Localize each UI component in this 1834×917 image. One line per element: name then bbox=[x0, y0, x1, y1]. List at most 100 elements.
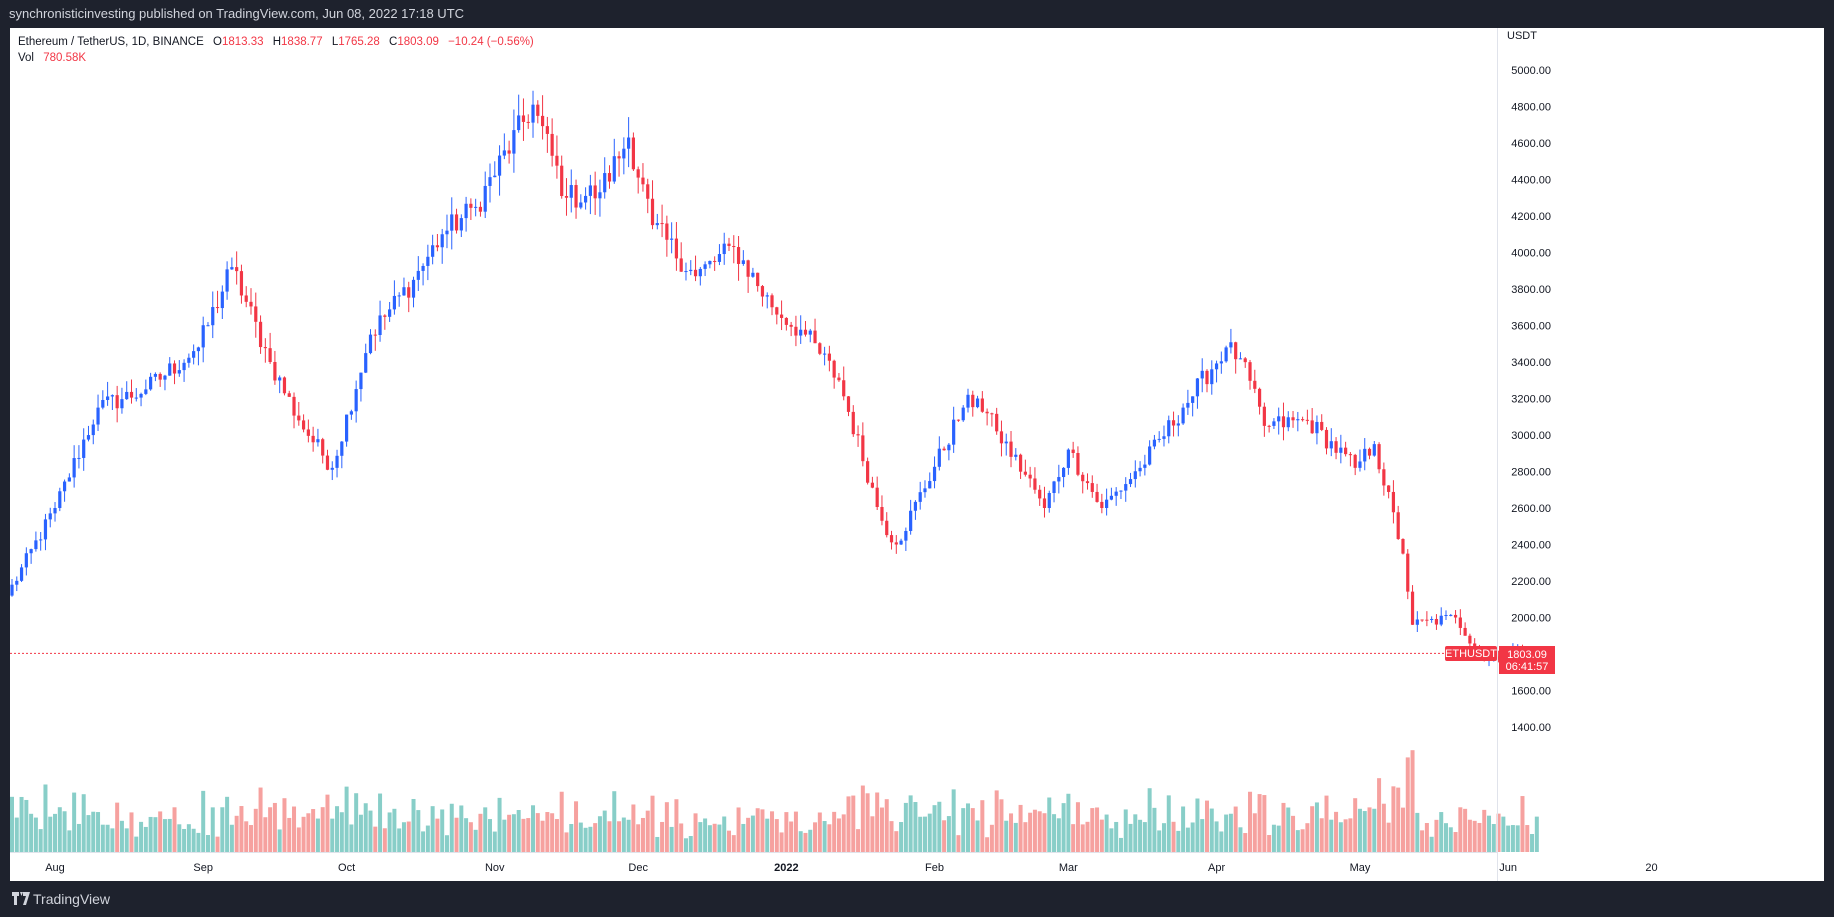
price-tick-label: 2400.00 bbox=[1511, 540, 1551, 552]
candle-body bbox=[388, 309, 392, 317]
candle-body bbox=[268, 348, 272, 362]
volume-bar bbox=[1377, 778, 1382, 852]
volume-bar bbox=[72, 792, 77, 852]
volume-bar bbox=[301, 816, 306, 852]
candle-body bbox=[364, 353, 368, 373]
volume-bar bbox=[430, 806, 435, 852]
candle-body bbox=[674, 238, 679, 259]
legend-symbol[interactable]: Ethereum / TetherUS, 1D, BINANCE bbox=[18, 36, 204, 48]
candle-body bbox=[182, 362, 186, 371]
legend-high-label: H bbox=[272, 36, 282, 48]
candle-body bbox=[239, 271, 244, 296]
volume-bar bbox=[1248, 791, 1253, 852]
candle-body bbox=[163, 375, 167, 380]
volume-bar bbox=[1429, 836, 1434, 852]
price-axis[interactable]: 5000.00 4800.00 4600.00 4400.00 4200.00 4000.… bbox=[1511, 65, 1551, 734]
candle-body bbox=[426, 256, 430, 266]
volume-bar bbox=[1424, 823, 1429, 852]
candle-body bbox=[574, 185, 578, 208]
volume-bar bbox=[76, 823, 81, 852]
volume-bar bbox=[1080, 824, 1085, 852]
volume-bar bbox=[1009, 813, 1014, 852]
volume-bar bbox=[836, 818, 841, 852]
volume-bar bbox=[344, 786, 349, 852]
volume-bar bbox=[808, 829, 813, 852]
volume-bar bbox=[1209, 808, 1214, 852]
volume-bar bbox=[387, 812, 392, 852]
volume-bar bbox=[554, 819, 559, 852]
candle-body bbox=[1344, 447, 1348, 455]
volume-bar bbox=[158, 811, 163, 852]
volume-bar bbox=[1434, 819, 1439, 852]
candle-body bbox=[1042, 498, 1047, 508]
volume-bar bbox=[67, 830, 72, 852]
volume-bar bbox=[91, 811, 96, 852]
volume-bar bbox=[1195, 798, 1200, 852]
volume-bar bbox=[765, 818, 770, 852]
volume-bar bbox=[1329, 819, 1334, 852]
volume-bar bbox=[927, 813, 932, 852]
candle-body bbox=[698, 268, 702, 277]
chart-pane[interactable]: USDT 5000.00 4800.00 4600.00 4400.00 4200.00… bbox=[10, 28, 1824, 881]
candle-body bbox=[1186, 402, 1190, 408]
volume-bar bbox=[425, 825, 430, 852]
volume-bar bbox=[985, 837, 990, 852]
candle-body bbox=[149, 376, 153, 390]
candle-body bbox=[301, 420, 306, 430]
chart-canvas[interactable]: USDT 5000.00 4800.00 4600.00 4400.00 4200.00… bbox=[10, 28, 1824, 881]
volume-bar bbox=[153, 817, 158, 852]
volume-bar bbox=[617, 821, 622, 852]
volume-bar bbox=[229, 824, 234, 852]
candle-body bbox=[928, 481, 932, 489]
volume-bar bbox=[397, 828, 402, 852]
volume-bar bbox=[1032, 809, 1037, 852]
volume-bar bbox=[597, 816, 602, 852]
candle-body bbox=[378, 315, 382, 335]
candle-body bbox=[1085, 481, 1090, 484]
price-tick-label: 3200.00 bbox=[1511, 394, 1551, 406]
candle-body bbox=[952, 419, 956, 445]
candle-body bbox=[1324, 429, 1329, 449]
volume-bar bbox=[14, 817, 19, 852]
candle-body bbox=[1406, 553, 1410, 592]
volume-bar bbox=[698, 822, 703, 852]
volume-bar bbox=[683, 838, 688, 852]
volume-bar bbox=[588, 826, 593, 852]
candle-body bbox=[1463, 627, 1467, 636]
candle-body bbox=[942, 448, 946, 451]
volume-bar bbox=[535, 813, 540, 852]
candle-body bbox=[273, 362, 277, 381]
volume-bar bbox=[540, 820, 545, 852]
volume-bar bbox=[57, 807, 62, 852]
volume-bar bbox=[1295, 830, 1300, 852]
candle-body bbox=[1018, 454, 1023, 472]
volume-bar bbox=[975, 820, 980, 852]
legend-vol-label[interactable]: Vol bbox=[18, 52, 34, 64]
candle-body bbox=[784, 317, 788, 325]
volume-bar bbox=[1061, 803, 1066, 852]
time-axis[interactable]: Aug Sep Oct Nov Dec 2022 Feb Mar Apr May Jun 20 bbox=[45, 862, 1657, 874]
candle-body bbox=[521, 115, 526, 122]
volume-bar bbox=[139, 821, 144, 852]
candle-body bbox=[1248, 362, 1252, 381]
candle-body bbox=[775, 307, 779, 315]
volume-bar bbox=[1400, 807, 1405, 852]
candle-body bbox=[235, 267, 239, 272]
candle-body bbox=[359, 372, 363, 390]
tradingview-logo-icon[interactable] bbox=[12, 892, 30, 905]
candle-body bbox=[536, 104, 540, 116]
last-price-marker[interactable]: ETHUSDT 1803.09 06:41:57 bbox=[1445, 646, 1555, 674]
candle-body bbox=[502, 150, 506, 156]
candle-body bbox=[741, 260, 745, 264]
volume-bar bbox=[1391, 786, 1396, 852]
candle-body bbox=[325, 455, 330, 470]
price-tick-label: 4800.00 bbox=[1511, 102, 1551, 114]
volume-bar bbox=[1262, 795, 1267, 852]
volume-bar bbox=[325, 794, 330, 852]
volume-bar bbox=[1071, 824, 1076, 852]
candle-body bbox=[1353, 454, 1357, 468]
candle-body bbox=[278, 377, 282, 381]
volume-bar bbox=[201, 790, 206, 852]
tradingview-brand[interactable]: TradingView bbox=[33, 891, 111, 907]
candle-body bbox=[646, 184, 650, 199]
